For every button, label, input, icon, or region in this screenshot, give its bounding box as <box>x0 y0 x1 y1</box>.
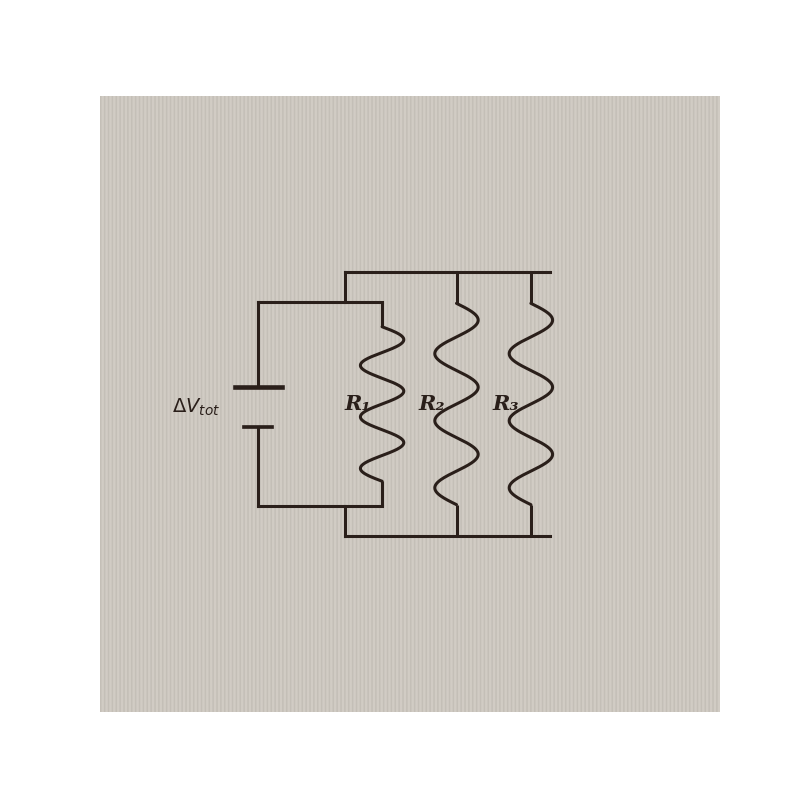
Text: R₁: R₁ <box>344 394 370 414</box>
Text: $\Delta V_{tot}$: $\Delta V_{tot}$ <box>172 397 220 418</box>
Text: R₂: R₂ <box>418 394 445 414</box>
Text: R₃: R₃ <box>493 394 519 414</box>
